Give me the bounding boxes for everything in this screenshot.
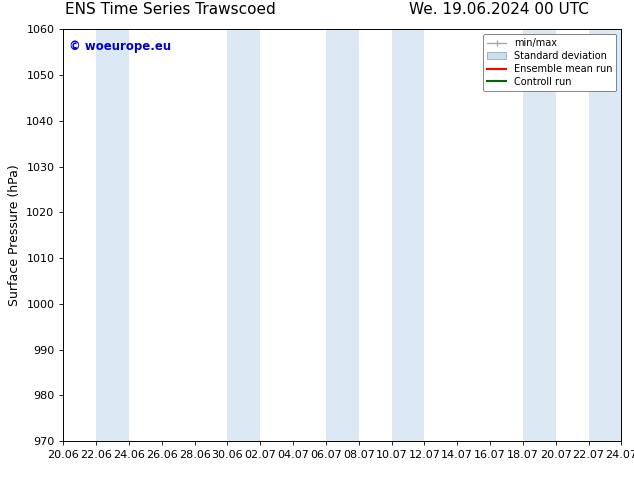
Text: We. 19.06.2024 00 UTC: We. 19.06.2024 00 UTC — [410, 2, 589, 17]
Bar — [228, 29, 261, 441]
Legend: min/max, Standard deviation, Ensemble mean run, Controll run: min/max, Standard deviation, Ensemble me… — [483, 34, 616, 91]
Bar — [523, 29, 555, 441]
Bar — [588, 29, 621, 441]
Y-axis label: Surface Pressure (hPa): Surface Pressure (hPa) — [8, 164, 21, 306]
Text: © woeurope.eu: © woeurope.eu — [69, 40, 171, 53]
Bar — [96, 29, 129, 441]
Bar — [392, 29, 424, 441]
Text: ENS Time Series Trawscoed: ENS Time Series Trawscoed — [65, 2, 275, 17]
Bar — [326, 29, 359, 441]
